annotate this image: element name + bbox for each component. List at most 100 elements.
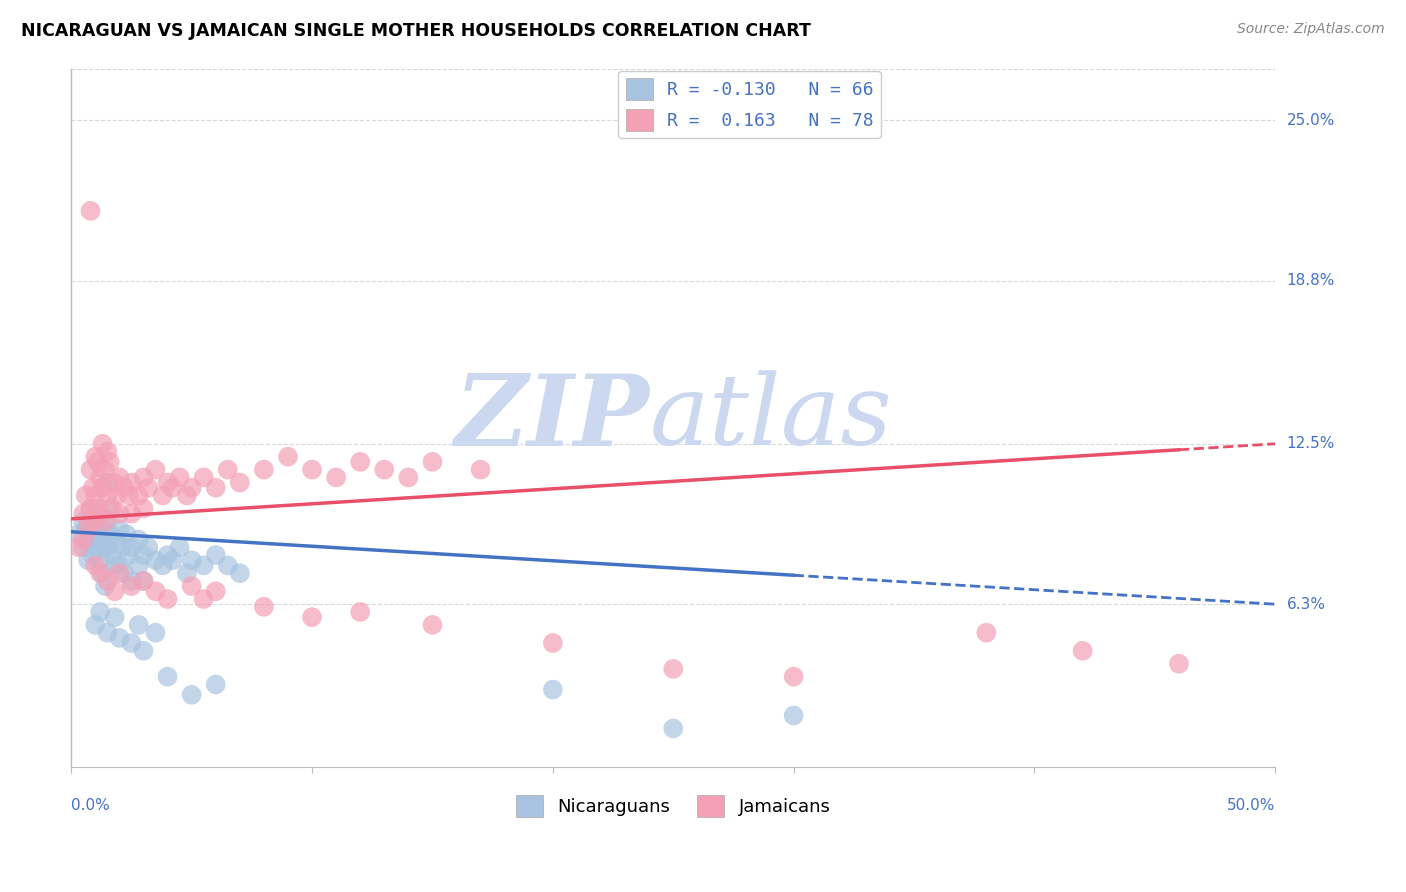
Point	[67, 527, 90, 541]
Point	[136, 481, 159, 495]
Point	[79, 538, 101, 552]
Point	[103, 584, 125, 599]
Point	[349, 455, 371, 469]
Point	[96, 515, 118, 529]
Point	[253, 599, 276, 614]
Point	[145, 625, 167, 640]
Point	[108, 507, 131, 521]
Point	[301, 463, 323, 477]
Point	[82, 515, 104, 529]
Point	[82, 481, 104, 495]
Point	[132, 470, 155, 484]
Point	[204, 677, 226, 691]
Point	[84, 527, 107, 541]
Point	[108, 522, 131, 536]
Point	[145, 463, 167, 477]
Point	[91, 533, 114, 547]
Point	[217, 463, 239, 477]
Text: 18.8%: 18.8%	[1286, 273, 1334, 288]
Point	[132, 644, 155, 658]
Point	[120, 541, 142, 555]
Point	[662, 722, 685, 736]
Point	[94, 515, 117, 529]
Point	[132, 574, 155, 588]
Point	[145, 584, 167, 599]
Point	[541, 636, 564, 650]
Point	[120, 636, 142, 650]
Point	[94, 579, 117, 593]
Point	[79, 501, 101, 516]
Point	[118, 489, 141, 503]
Point	[132, 548, 155, 562]
Point	[229, 475, 252, 490]
Point	[96, 444, 118, 458]
Point	[108, 631, 131, 645]
Point	[118, 548, 141, 562]
Point	[77, 522, 100, 536]
Point	[180, 579, 202, 593]
Point	[373, 463, 395, 477]
Point	[79, 501, 101, 516]
Point	[72, 533, 94, 547]
Point	[217, 558, 239, 573]
Point	[75, 489, 97, 503]
Point	[156, 475, 179, 490]
Point	[101, 501, 124, 516]
Point	[152, 558, 174, 573]
Point	[77, 533, 100, 547]
Point	[156, 548, 179, 562]
Text: 0.0%: 0.0%	[72, 797, 110, 813]
Point	[87, 501, 110, 516]
Point	[84, 489, 107, 503]
Point	[176, 566, 198, 581]
Point	[105, 533, 128, 547]
Text: 6.3%: 6.3%	[1286, 597, 1326, 612]
Point	[72, 541, 94, 555]
Point	[396, 470, 419, 484]
Point	[87, 455, 110, 469]
Point	[120, 475, 142, 490]
Point	[1071, 644, 1094, 658]
Point	[84, 558, 107, 573]
Legend: Nicaraguans, Jamaicans: Nicaraguans, Jamaicans	[509, 789, 838, 824]
Point	[145, 553, 167, 567]
Point	[94, 541, 117, 555]
Point	[120, 507, 142, 521]
Point	[111, 541, 134, 555]
Point	[79, 463, 101, 477]
Point	[277, 450, 299, 464]
Point	[91, 481, 114, 495]
Point	[193, 470, 215, 484]
Point	[136, 541, 159, 555]
Point	[96, 489, 118, 503]
Point	[128, 558, 150, 573]
Point	[152, 489, 174, 503]
Point	[84, 618, 107, 632]
Point	[103, 558, 125, 573]
Point	[422, 455, 444, 469]
Point	[108, 558, 131, 573]
Point	[67, 541, 90, 555]
Text: ZIP: ZIP	[454, 369, 650, 467]
Point	[98, 455, 121, 469]
Point	[662, 662, 685, 676]
Point	[96, 541, 118, 555]
Point	[98, 501, 121, 516]
Point	[193, 592, 215, 607]
Point	[422, 618, 444, 632]
Point	[169, 470, 191, 484]
Point	[112, 481, 135, 495]
Point	[91, 436, 114, 450]
Point	[96, 574, 118, 588]
Point	[162, 481, 184, 495]
Point	[128, 489, 150, 503]
Point	[79, 203, 101, 218]
Point	[974, 625, 997, 640]
Point	[72, 507, 94, 521]
Point	[82, 519, 104, 533]
Point	[89, 566, 111, 581]
Point	[204, 548, 226, 562]
Text: atlas: atlas	[650, 370, 891, 466]
Point	[470, 463, 492, 477]
Point	[89, 522, 111, 536]
